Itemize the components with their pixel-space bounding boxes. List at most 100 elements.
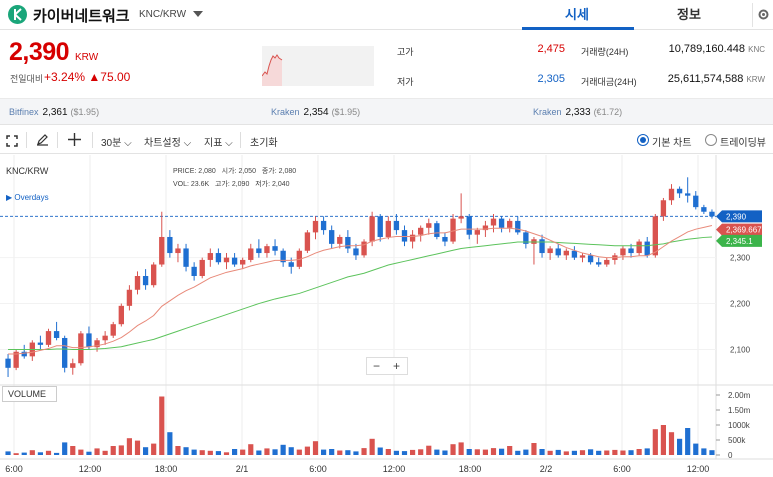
volume-bar	[29, 450, 35, 455]
candle-body	[134, 276, 141, 290]
chevron-down-icon[interactable]	[193, 11, 203, 17]
exchange-item[interactable]: Bitfinex 2,361 ($1.95)	[9, 107, 99, 118]
volume-bar	[393, 450, 399, 455]
high-value: 2,475	[537, 43, 565, 55]
price-chart[interactable]: 6:00 12:00 18:00 2/1 6:00 12:00 18:00 2/2 6:00 12…	[0, 155, 773, 477]
crosshair-icon[interactable]	[68, 133, 81, 151]
candle-body	[215, 253, 222, 263]
candle-body	[78, 333, 84, 364]
candle-body	[385, 220, 391, 237]
candle-body	[652, 216, 658, 256]
volume-tick-label: 1.50m	[728, 406, 751, 415]
exchange-ref: (€1.72)	[593, 107, 623, 117]
volume-bar	[709, 450, 715, 455]
ma-fast-line	[8, 225, 713, 355]
candle-body	[159, 236, 165, 265]
candle-body	[458, 216, 464, 219]
indicators-menu[interactable]: 지표 ⌵	[204, 138, 233, 149]
volume-bar	[701, 448, 707, 455]
candle-body	[466, 216, 472, 235]
exchange-name: Kraken	[533, 107, 562, 117]
ohlc-close: 2,080	[278, 168, 297, 175]
volume-bar	[151, 443, 157, 455]
volume-bar	[418, 449, 424, 455]
ohlc-price: 2,080	[198, 168, 216, 175]
x-tick-label: 6:00	[613, 464, 631, 474]
volume-bar	[183, 447, 189, 455]
volume-bar	[312, 441, 319, 455]
ma-slow-line	[8, 236, 712, 350]
basic-chart-label[interactable]: 기본 차트	[652, 138, 692, 149]
divider	[57, 132, 58, 148]
interval-label: 30분	[101, 138, 122, 149]
volume-bar	[199, 450, 205, 455]
volume-bar	[215, 451, 221, 455]
pencil-icon[interactable]	[36, 133, 49, 151]
candle-body	[86, 333, 92, 348]
volume-bar	[118, 445, 124, 455]
candle-body	[709, 211, 715, 217]
candle-body	[450, 218, 456, 242]
tradingview-radio[interactable]	[705, 134, 717, 146]
x-tick-label: 18:00	[459, 464, 482, 474]
fullscreen-icon[interactable]	[6, 134, 18, 152]
candle-body	[231, 257, 238, 265]
volume-bar	[369, 438, 375, 455]
candle-body	[264, 246, 270, 254]
candle-body	[142, 276, 149, 286]
candle-body	[183, 248, 189, 267]
volume-bar	[256, 450, 262, 455]
volume-bar	[248, 444, 254, 455]
tab-price[interactable]: 시세	[565, 7, 589, 22]
chart-settings-menu[interactable]: 차트설정 ⌵	[144, 138, 192, 149]
interval-select[interactable]: 30분 ⌵	[101, 138, 132, 149]
candle-body	[434, 223, 440, 237]
x-tick-label: 2/1	[236, 464, 249, 474]
candle-body	[102, 335, 108, 341]
gear-icon[interactable]	[752, 3, 772, 27]
candle-body	[701, 207, 707, 212]
candle-body	[272, 246, 278, 251]
ohlc-open: 2,050	[238, 168, 256, 175]
tab-info[interactable]: 정보	[677, 7, 701, 22]
volume-tick-label: 2.00m	[728, 391, 751, 400]
candle-body	[118, 305, 124, 325]
candle-body	[604, 259, 610, 265]
volume-bar	[353, 451, 359, 455]
volume-bar	[207, 450, 213, 455]
divider	[92, 132, 93, 148]
candle-body	[507, 220, 513, 228]
ohlc-open-label: 시가:	[221, 168, 237, 175]
volume-24h: 10,789,160.448 KNC	[640, 43, 765, 55]
volume-bar	[134, 440, 141, 455]
exchange-item[interactable]: Kraken 2,333 (€1.72)	[533, 107, 622, 118]
zoom-out-button[interactable]: −	[373, 359, 381, 373]
zoom-in-button[interactable]: +	[393, 359, 401, 373]
volume-bar	[288, 447, 294, 455]
tradingview-label[interactable]: 트레이딩뷰	[720, 138, 766, 149]
basic-chart-radio[interactable]	[637, 134, 649, 146]
value-24h-label: 거래대금(24H)	[581, 77, 637, 87]
candle-body	[45, 331, 52, 345]
ohlc-high-label: 고가:	[215, 181, 230, 188]
volume-bar	[450, 444, 456, 455]
mini-sparkline	[261, 46, 374, 86]
current-price: 2,390	[9, 38, 70, 66]
candle-body	[337, 236, 343, 244]
candle-body	[539, 239, 545, 254]
value-24h-value: 25,611,574,588	[667, 73, 744, 85]
volume-bar	[329, 449, 335, 455]
volume-24h-label: 거래량(24H)	[581, 47, 629, 57]
exchange-item[interactable]: Kraken 2,354 ($1.95)	[271, 107, 360, 118]
reset-button[interactable]: 초기화	[250, 138, 278, 149]
candle-body	[571, 250, 578, 258]
volume-tick-label: 1000k	[728, 421, 751, 430]
volume-bar	[70, 446, 76, 455]
change-value: +3.24% ▲75.00	[44, 70, 130, 84]
volume-bar	[5, 451, 11, 455]
volume-24h-unit: KNC	[748, 45, 765, 54]
volume-bar	[377, 447, 383, 455]
candle-body	[70, 363, 76, 368]
coin-logo	[8, 5, 27, 24]
volume-bar	[515, 450, 521, 455]
